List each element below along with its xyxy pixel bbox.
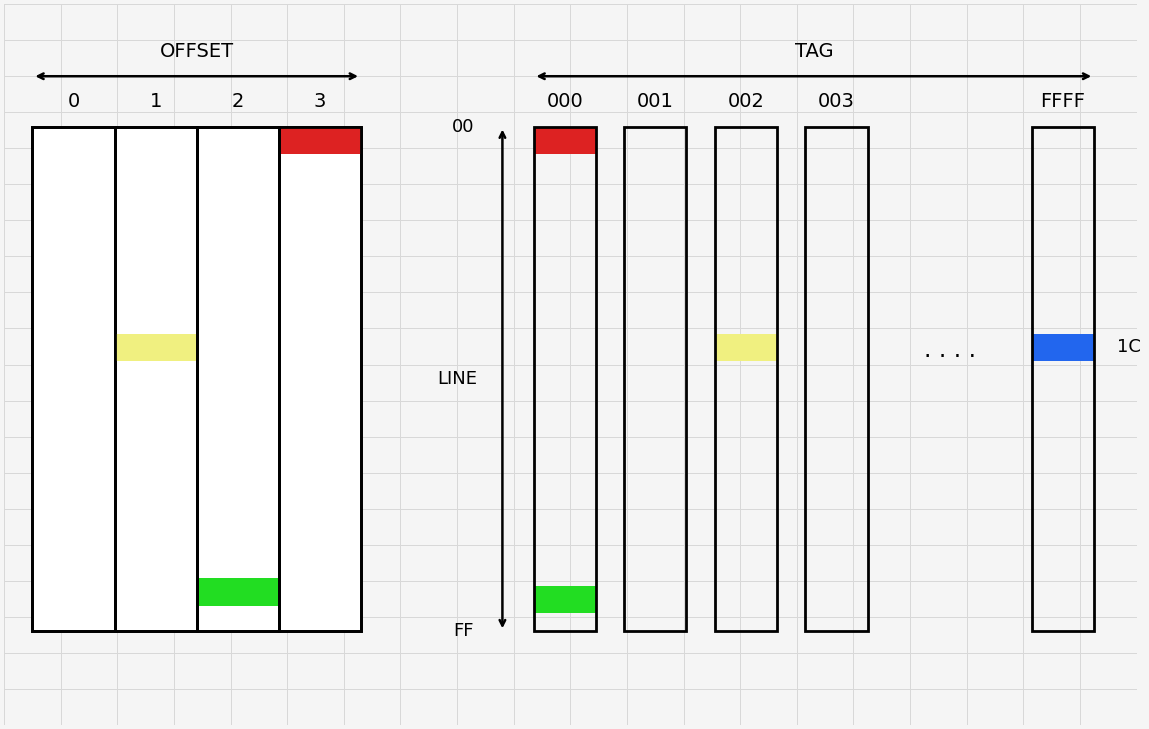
Text: 1: 1 (149, 92, 162, 111)
Bar (715, 127, 777, 631)
Bar (624, 127, 686, 631)
Text: · · · ·: · · · · (924, 346, 976, 370)
Bar (715, 333, 777, 362)
Bar (32, 127, 361, 631)
Bar (1032, 333, 1094, 362)
Text: OFFSET: OFFSET (160, 42, 233, 61)
Bar (279, 127, 361, 155)
Bar (196, 578, 279, 606)
Text: 1C: 1C (1117, 338, 1141, 356)
Text: 2: 2 (232, 92, 244, 111)
Bar (1032, 127, 1094, 631)
Text: TAG: TAG (794, 42, 833, 61)
Text: FF: FF (454, 622, 475, 640)
Text: 002: 002 (727, 92, 764, 111)
Bar (115, 333, 196, 362)
Bar (805, 127, 867, 631)
Text: FFFF: FFFF (1041, 92, 1086, 111)
Bar (533, 585, 596, 614)
Text: 001: 001 (637, 92, 673, 111)
Bar (533, 127, 596, 631)
Bar (32, 127, 361, 631)
Text: 00: 00 (452, 117, 475, 136)
Text: 003: 003 (818, 92, 855, 111)
Text: 0: 0 (68, 92, 79, 111)
Text: LINE: LINE (437, 370, 477, 388)
Bar (533, 127, 596, 155)
Text: 000: 000 (546, 92, 583, 111)
Text: 3: 3 (314, 92, 326, 111)
